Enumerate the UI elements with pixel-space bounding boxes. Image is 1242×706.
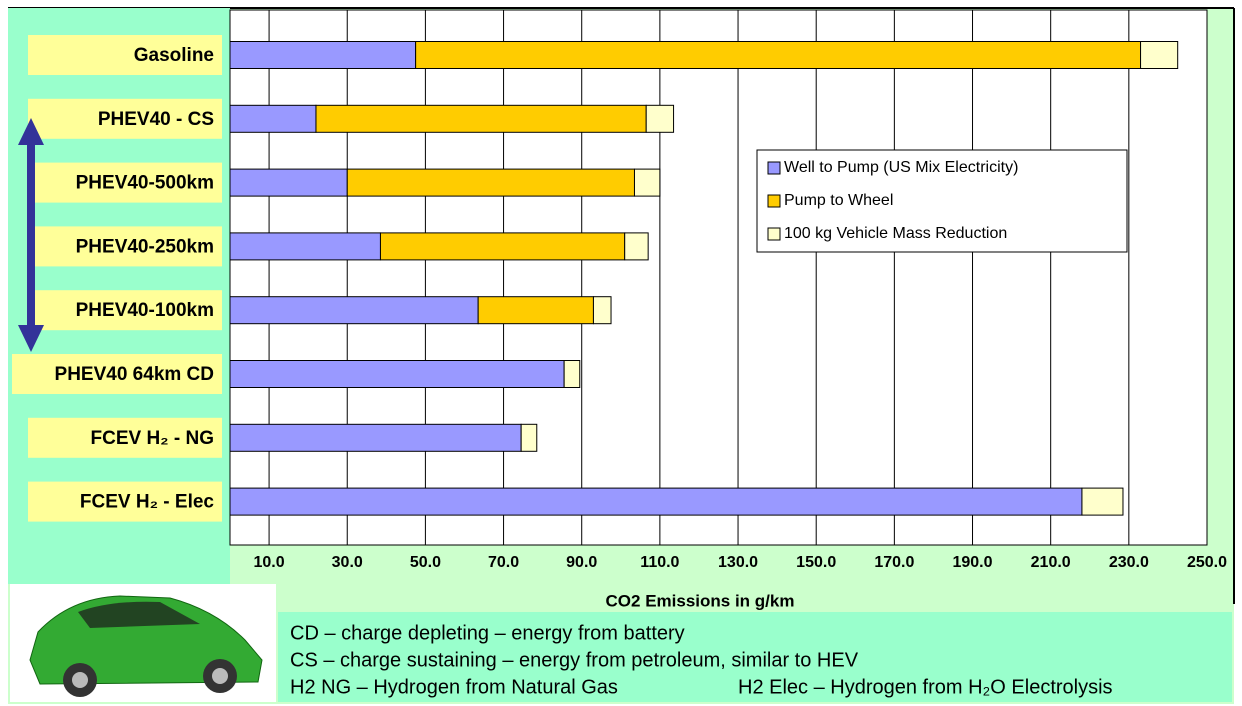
legend-swatch <box>767 194 781 208</box>
x-tick-label: 130.0 <box>718 554 758 571</box>
bar-segment <box>415 41 1142 69</box>
arrow-head-down <box>18 325 44 352</box>
bar-segment <box>645 104 675 133</box>
y-tick-label: PHEV40 64km CD <box>55 364 214 385</box>
legend: Well to Pump (US Mix Electricity) Pump to… <box>756 149 1128 253</box>
bar-segment <box>379 232 626 261</box>
bar-segment <box>229 296 479 325</box>
bar-segment <box>315 104 647 133</box>
plot-area <box>229 9 1208 546</box>
arrow-head-up <box>18 118 44 145</box>
range-arrow <box>18 118 44 352</box>
y-tick-label: FCEV H₂ - NG <box>91 428 215 449</box>
bar-segment <box>229 168 348 197</box>
legend-label: 100 kg Vehicle Mass Reduction <box>784 225 1007 242</box>
x-axis-title: CO2 Emissions in g/km <box>606 591 795 610</box>
legend-box <box>756 149 1128 253</box>
bars <box>229 41 1179 516</box>
bar-segment <box>229 232 381 261</box>
bar-segment <box>229 360 565 388</box>
x-tick-label: 110.0 <box>640 554 679 571</box>
category-label-box <box>28 481 222 522</box>
note: CS – charge sustaining – energy from pet… <box>290 649 859 671</box>
x-tick-label: 170.0 <box>874 554 914 571</box>
bar-segment <box>229 41 417 69</box>
legend-label: Pump to Wheel <box>784 192 893 209</box>
legend-swatch <box>767 161 781 175</box>
y-tick-label: PHEV40-100km <box>76 300 214 321</box>
car-hub <box>212 668 228 684</box>
category-label-box <box>12 354 222 394</box>
x-tick-label: 190.0 <box>952 554 992 571</box>
y-tick-label: PHEV40 - CS <box>98 109 214 130</box>
x-tick-label: 50.0 <box>410 554 441 571</box>
bar-segment <box>563 360 581 388</box>
bar-segment <box>1140 41 1179 69</box>
category-label-box <box>28 417 222 458</box>
car-window <box>78 601 200 628</box>
x-tick-label: 230.0 <box>1109 554 1149 571</box>
y-tick-label: Gasoline <box>134 45 214 66</box>
bar-segment <box>1081 487 1124 516</box>
y-tick-label: FCEV H₂ - Elec <box>80 492 215 513</box>
bar-segment <box>477 296 594 325</box>
x-tick-label: 70.0 <box>488 554 519 571</box>
legend-label: Well to Pump (US Mix Electricity) <box>784 159 1018 176</box>
note: CD – charge depleting – energy from batt… <box>290 622 685 644</box>
bar-segment <box>592 296 612 325</box>
category-label-box <box>28 98 222 139</box>
bar-segment <box>229 104 317 133</box>
note: H2 Elec – Hydrogen from H₂O Electrolysis <box>738 676 1113 698</box>
x-tick-label: 10.0 <box>254 554 285 571</box>
x-tick-label: 210.0 <box>1031 554 1071 571</box>
legend-swatch <box>767 227 781 241</box>
x-tick-label: 150.0 <box>796 554 836 571</box>
car-hub <box>72 672 88 688</box>
x-tick-label: 250.0 <box>1187 554 1227 571</box>
notes-box <box>278 612 1232 702</box>
category-label-box <box>28 35 222 75</box>
bar-segment <box>520 423 538 452</box>
x-tick-label: 90.0 <box>566 554 597 571</box>
bar-segment <box>346 168 635 197</box>
y-tick-label: PHEV40-250km <box>76 236 214 257</box>
grid: 10.0 30.0 50.0 70.0 90.0 110.0 130.0 150.0 170.0… <box>254 10 1227 571</box>
bar-segment <box>229 487 1083 516</box>
category-labels: Gasoline PHEV40 - CS PHEV40-500km PHEV40-25… <box>12 35 222 522</box>
bar-segment <box>633 168 661 197</box>
category-label-box <box>28 290 222 331</box>
y-tick-label: PHEV40-500km <box>76 173 214 194</box>
category-label-box <box>28 226 222 267</box>
note: H2 NG – Hydrogen from Natural Gas <box>290 676 618 698</box>
x-tick-label: 30.0 <box>332 554 363 571</box>
bar-segment <box>229 423 522 452</box>
category-label-box <box>28 162 222 203</box>
car-picture <box>10 584 276 702</box>
bar-segment <box>624 232 649 261</box>
